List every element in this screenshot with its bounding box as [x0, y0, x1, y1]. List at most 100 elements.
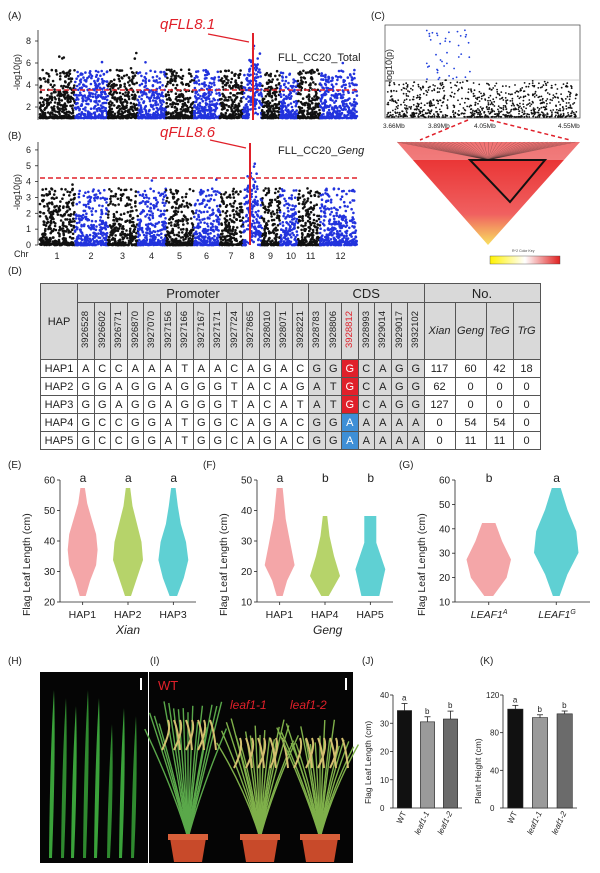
regional-xtick-3: 4.05Mb	[474, 123, 496, 130]
violin-chart-f: Flag Leaf Length (cm) 10 20 30 40 50 a HAP1 b HAP…	[218, 471, 393, 637]
bar-xtick: WT	[395, 810, 408, 825]
panel-j-label: (J)	[362, 656, 374, 667]
sig-letter: a	[125, 471, 132, 485]
allele-cell: A	[242, 377, 260, 396]
allele-cell: A	[341, 413, 359, 432]
photo-leaf1-1-label: leaf1-1	[230, 698, 267, 712]
position-3928071: 3928071	[275, 302, 293, 360]
position-3929017: 3929017	[390, 302, 408, 360]
photo-leaf1-2-label: leaf1-2	[290, 698, 327, 712]
allele-cell: A	[407, 413, 425, 432]
group-geng: Geng	[454, 302, 487, 360]
allele-cell: C	[357, 377, 375, 396]
position-3926870: 3926870	[126, 302, 144, 360]
allele-cell: A	[275, 413, 293, 432]
bar-ytick: 80	[490, 729, 499, 738]
allele-cell: A	[374, 431, 392, 450]
allele-cell: C	[225, 431, 243, 450]
allele-cell: G	[324, 413, 342, 432]
violin-xtick: LEAF1G	[538, 609, 576, 621]
chr-10-points	[278, 71, 300, 120]
allele-cell: A	[242, 359, 260, 378]
chr-2-points	[73, 60, 110, 120]
leaf	[94, 698, 100, 858]
trait-b-label: FLL_CC20_Geng	[278, 145, 365, 157]
chr-label-5: 5	[177, 251, 182, 261]
chr-6-points	[193, 178, 222, 247]
allele-cell: G	[308, 431, 326, 450]
allele-cell: G	[341, 359, 359, 378]
bar-xtick: leaf1-1	[413, 810, 431, 836]
qtl-a-label: qFLL8.1	[160, 16, 215, 33]
bar-k-ylabel: Plant Height (cm)	[473, 738, 483, 804]
violin-ytick: 30	[241, 537, 253, 548]
allele-cell: C	[357, 359, 375, 378]
position-3927070: 3927070	[143, 302, 161, 360]
sig-letter: b	[322, 471, 329, 485]
ytick-label: 0	[26, 240, 31, 250]
count-cell: 54	[454, 413, 487, 432]
violin-e-2	[113, 488, 143, 596]
violin-g-1	[466, 523, 511, 596]
allele-cell: C	[110, 413, 128, 432]
group-teg: TeG	[485, 302, 514, 360]
allele-cell: G	[407, 395, 425, 414]
violin-ytick: 50	[241, 476, 253, 487]
allele-cell: G	[209, 377, 227, 396]
allele-cell: C	[357, 395, 375, 414]
allele-cell: A	[159, 413, 177, 432]
violin-xtick: HAP1	[266, 609, 294, 621]
violin-ytick: 60	[44, 476, 56, 487]
violin-ytick: 40	[241, 506, 253, 517]
chr-12-points	[318, 187, 359, 247]
bar-xtick: WT	[506, 810, 519, 825]
allele-cell: A	[308, 377, 326, 396]
violin-ytick: 50	[44, 506, 56, 517]
ytick-label: 4	[26, 177, 31, 187]
position-3927171: 3927171	[209, 302, 227, 360]
allele-cell: G	[77, 377, 95, 396]
photo-wt-label: WT	[158, 678, 178, 693]
plant-photo: WT leaf1-1 leaf1-2	[144, 672, 360, 863]
position-3928221: 3928221	[291, 302, 309, 360]
allele-cell: G	[93, 395, 111, 414]
violin-ytick: 40	[44, 537, 56, 548]
panel-k-label: (K)	[480, 656, 493, 667]
panel-a-label: (A)	[8, 11, 21, 22]
allele-cell: G	[77, 395, 95, 414]
ytick-label: 6	[26, 145, 31, 155]
pot	[242, 838, 278, 862]
bar-j-ylabel: Flag Leaf Length (cm)	[363, 721, 373, 804]
allele-cell: A	[275, 395, 293, 414]
allele-cell: T	[176, 359, 194, 378]
allele-cell: G	[209, 395, 227, 414]
regional-xtick-1: 3.66Mb	[383, 123, 405, 130]
violin-ytick: 20	[439, 573, 451, 584]
allele-cell: C	[225, 359, 243, 378]
count-cell: 0	[512, 413, 541, 432]
qtl-b-label: qFLL8.6	[160, 124, 216, 141]
allele-cell: G	[407, 377, 425, 396]
chr-3-points	[106, 51, 140, 120]
sig-letter: a	[513, 695, 518, 704]
allele-cell: G	[176, 395, 194, 414]
chr-label-3: 3	[120, 251, 125, 261]
chr-11-points	[296, 68, 322, 120]
panel-b-label: (B)	[8, 131, 21, 142]
allele-cell: A	[357, 413, 375, 432]
allele-cell: G	[192, 377, 210, 396]
sig-letter: a	[553, 471, 560, 485]
violin-ytick: 60	[439, 476, 451, 487]
bar-leaf1-1	[532, 717, 548, 809]
chr-label: Chr	[14, 249, 29, 259]
allele-cell: C	[291, 413, 309, 432]
chr-4-points	[136, 61, 168, 120]
chr-7-points	[218, 69, 245, 120]
leaf	[49, 690, 55, 858]
hap-name: HAP2	[40, 377, 78, 396]
allele-cell: G	[291, 377, 309, 396]
bar-chart-k: Plant Height (cm) 0 40 80 120 a WT b leaf1-1 b lea…	[473, 691, 577, 836]
allele-cell: G	[390, 359, 408, 378]
ytick-label: 6	[26, 58, 31, 68]
